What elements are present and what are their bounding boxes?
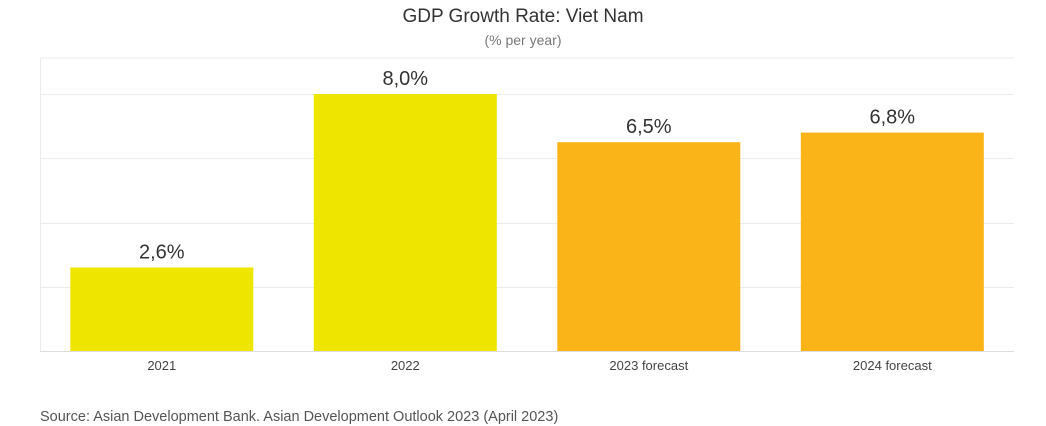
data-label: 6,5% <box>626 116 672 138</box>
x-tick-label: 2021 <box>147 358 176 373</box>
x-tick-label: 2024 forecast <box>853 358 932 373</box>
bar-2021 <box>70 267 254 351</box>
chart-subtitle: (% per year) <box>484 32 562 48</box>
bars <box>70 94 984 351</box>
bar-2024-forecast <box>800 132 984 351</box>
bar-2022 <box>313 94 497 351</box>
bar-chart: 2,6%8,0%6,5% 6,8% 2021 2022 2023 forecast 20… <box>40 57 1014 373</box>
bar-2023-forecast <box>557 142 741 351</box>
data-labels: 2,6% 8,0% 6,5% 6,8% <box>139 68 915 264</box>
x-tick-label: 2022 <box>391 358 420 373</box>
x-axis-tick-labels: 2021 2022 2023 forecast 2024 forecast <box>147 358 932 373</box>
x-tick-label: 2023 forecast <box>609 358 688 373</box>
data-label: 6,8% <box>870 107 916 129</box>
chart-title: GDP Growth Rate: Viet Nam <box>402 6 644 27</box>
data-label: 2,6% <box>139 242 185 264</box>
source-note: Source: Asian Development Bank. Asian De… <box>40 409 559 425</box>
data-label: 8,0% <box>383 68 429 90</box>
